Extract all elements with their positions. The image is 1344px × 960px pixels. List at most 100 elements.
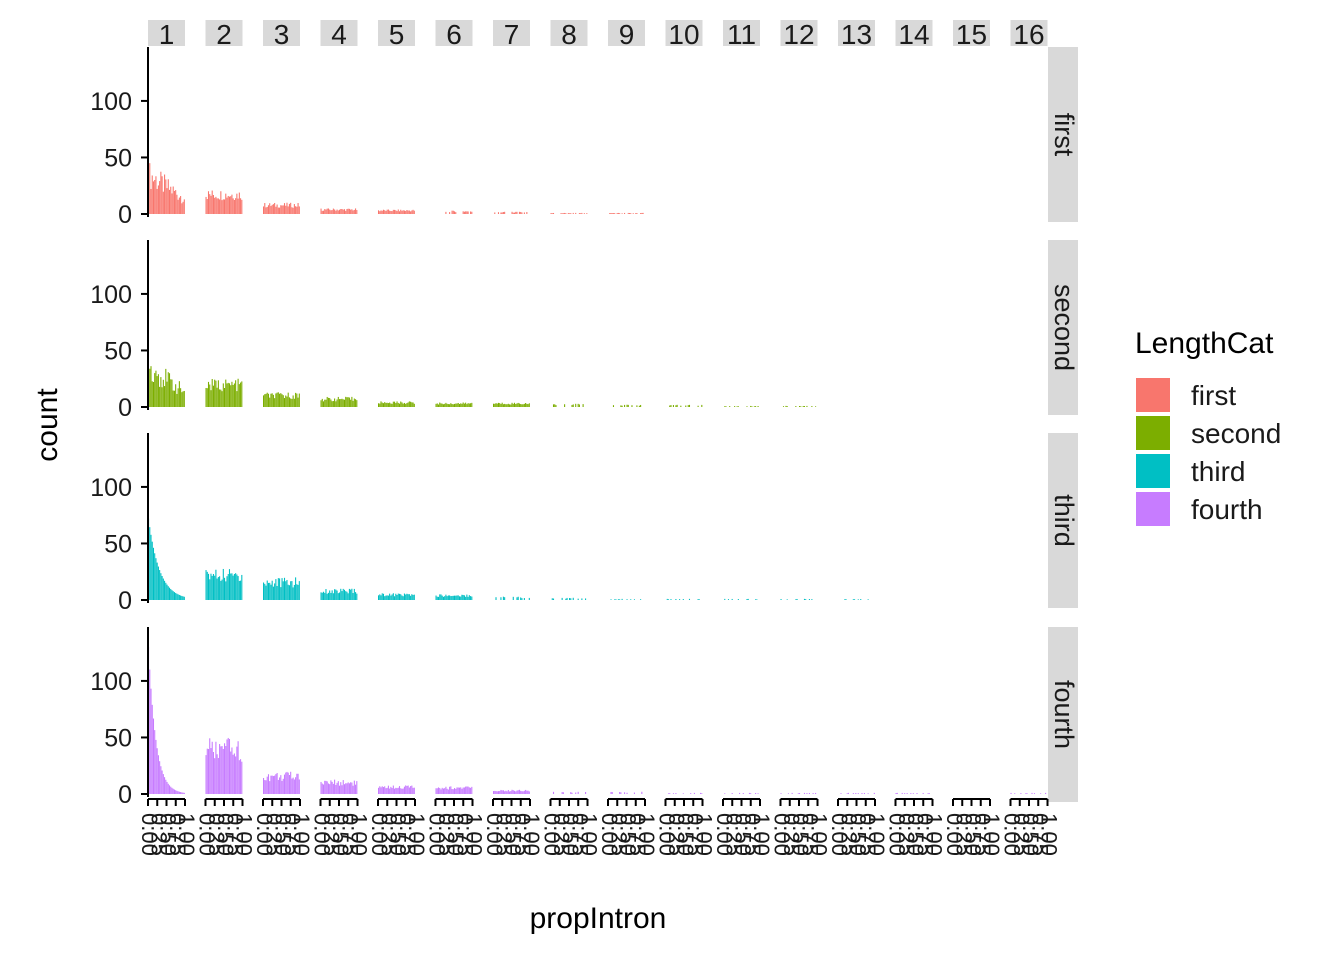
- histogram-bar: [516, 403, 518, 407]
- histogram-bar: [392, 593, 394, 600]
- x-tick-label: 0.00: [1000, 813, 1025, 856]
- histogram-bar: [1033, 793, 1036, 794]
- histogram-bar: [463, 211, 465, 214]
- histogram-bar: [632, 213, 634, 214]
- histogram-bar: [450, 403, 452, 407]
- histogram-bar: [336, 590, 338, 600]
- column-strip: [780, 20, 818, 46]
- histogram-bar: [222, 748, 224, 794]
- histogram-bar: [449, 212, 451, 214]
- histogram-bar: [216, 198, 218, 214]
- histogram-bar: [327, 208, 329, 214]
- x-tick-label: 0.75: [165, 813, 190, 856]
- histogram-bar: [386, 209, 388, 214]
- histogram-bar: [281, 780, 283, 794]
- histogram-bar: [528, 791, 530, 794]
- histogram-bar: [210, 573, 212, 600]
- histogram-bar: [352, 400, 354, 407]
- histogram-bar: [217, 198, 219, 214]
- histogram-bar: [226, 576, 228, 600]
- histogram-bar: [214, 575, 216, 600]
- histogram-bar: [382, 593, 385, 600]
- histogram-bar: [528, 597, 530, 600]
- histogram-bar: [500, 212, 502, 214]
- histogram-bar: [697, 405, 699, 407]
- histogram-bar: [330, 210, 332, 214]
- histogram-bar: [616, 212, 618, 214]
- histogram-bar: [343, 209, 346, 214]
- histogram-bar: [493, 403, 495, 407]
- histogram-bar: [157, 755, 159, 794]
- histogram-bar: [168, 373, 171, 407]
- histogram-bar: [410, 595, 412, 600]
- histogram-bar: [173, 190, 175, 214]
- histogram-bar: [285, 581, 287, 600]
- histogram-bar: [178, 197, 180, 214]
- histogram-bar: [552, 212, 555, 214]
- histogram-bar: [390, 403, 392, 407]
- histogram-bar: [697, 599, 699, 600]
- column-strip: [435, 20, 473, 46]
- histogram-bar: [161, 576, 163, 600]
- histogram-bar: [282, 581, 284, 600]
- histogram-bar: [458, 403, 461, 407]
- histogram-bar: [335, 210, 337, 214]
- histogram-bar: [470, 211, 472, 214]
- histogram-bar: [511, 211, 513, 214]
- histogram-bar: [676, 404, 678, 407]
- histogram-bar: [401, 402, 403, 407]
- histogram-bar: [460, 403, 462, 407]
- histogram-bar: [742, 792, 744, 794]
- histogram-bar: [562, 213, 564, 214]
- row-strip-label: third: [1049, 494, 1079, 547]
- column-strip-label: 8: [561, 19, 577, 50]
- histogram-bar: [471, 596, 473, 600]
- histogram-bar: [293, 779, 295, 794]
- histogram-bar: [149, 669, 151, 794]
- histogram-bar: [340, 209, 342, 214]
- histogram-bar: [847, 792, 849, 794]
- x-tick-label: 0.50: [1018, 813, 1043, 856]
- histogram-bar: [400, 594, 402, 600]
- histogram-bar: [808, 599, 810, 600]
- histogram-bar: [288, 203, 290, 214]
- histogram-bar: [502, 790, 504, 794]
- histogram-bar: [356, 781, 358, 794]
- x-tick-label: 0.75: [912, 813, 937, 856]
- histogram-bar: [520, 211, 522, 214]
- histogram-bar: [437, 787, 440, 794]
- histogram-bar: [750, 793, 752, 794]
- histogram-bar: [387, 403, 389, 407]
- histogram-bar: [154, 730, 156, 794]
- histogram-bar: [152, 181, 155, 214]
- histogram-bar: [391, 403, 393, 407]
- histogram-bar: [698, 599, 700, 600]
- histogram-bar: [384, 402, 386, 407]
- x-tick-label: 0.50: [271, 813, 296, 856]
- histogram-bar: [270, 206, 272, 214]
- column-strip-label: 3: [274, 19, 290, 50]
- histogram-bar: [387, 209, 389, 214]
- histogram-bar: [916, 793, 918, 794]
- histogram-bar: [326, 208, 328, 214]
- histogram-bar: [214, 758, 216, 794]
- histogram-bar: [356, 210, 358, 214]
- histogram-bar: [802, 405, 804, 407]
- x-tick-label: 1.00: [922, 813, 947, 856]
- x-tick-label: 1.00: [519, 813, 544, 856]
- histogram-bar: [277, 779, 279, 794]
- histogram-bar: [219, 576, 221, 600]
- histogram-bar: [454, 211, 456, 214]
- x-tick-label: 0.75: [452, 813, 477, 856]
- column-strip-label: 7: [504, 19, 520, 50]
- histogram-bar: [780, 598, 782, 600]
- histogram-bar: [267, 774, 270, 794]
- histogram-bar: [395, 403, 397, 407]
- histogram-bar: [339, 592, 341, 600]
- histogram-bar: [387, 785, 389, 794]
- histogram-bar: [215, 741, 217, 794]
- histogram-bar: [345, 783, 347, 794]
- x-tick-label: 0.25: [319, 813, 344, 856]
- histogram-bar: [585, 598, 587, 600]
- histogram-bar: [296, 584, 298, 600]
